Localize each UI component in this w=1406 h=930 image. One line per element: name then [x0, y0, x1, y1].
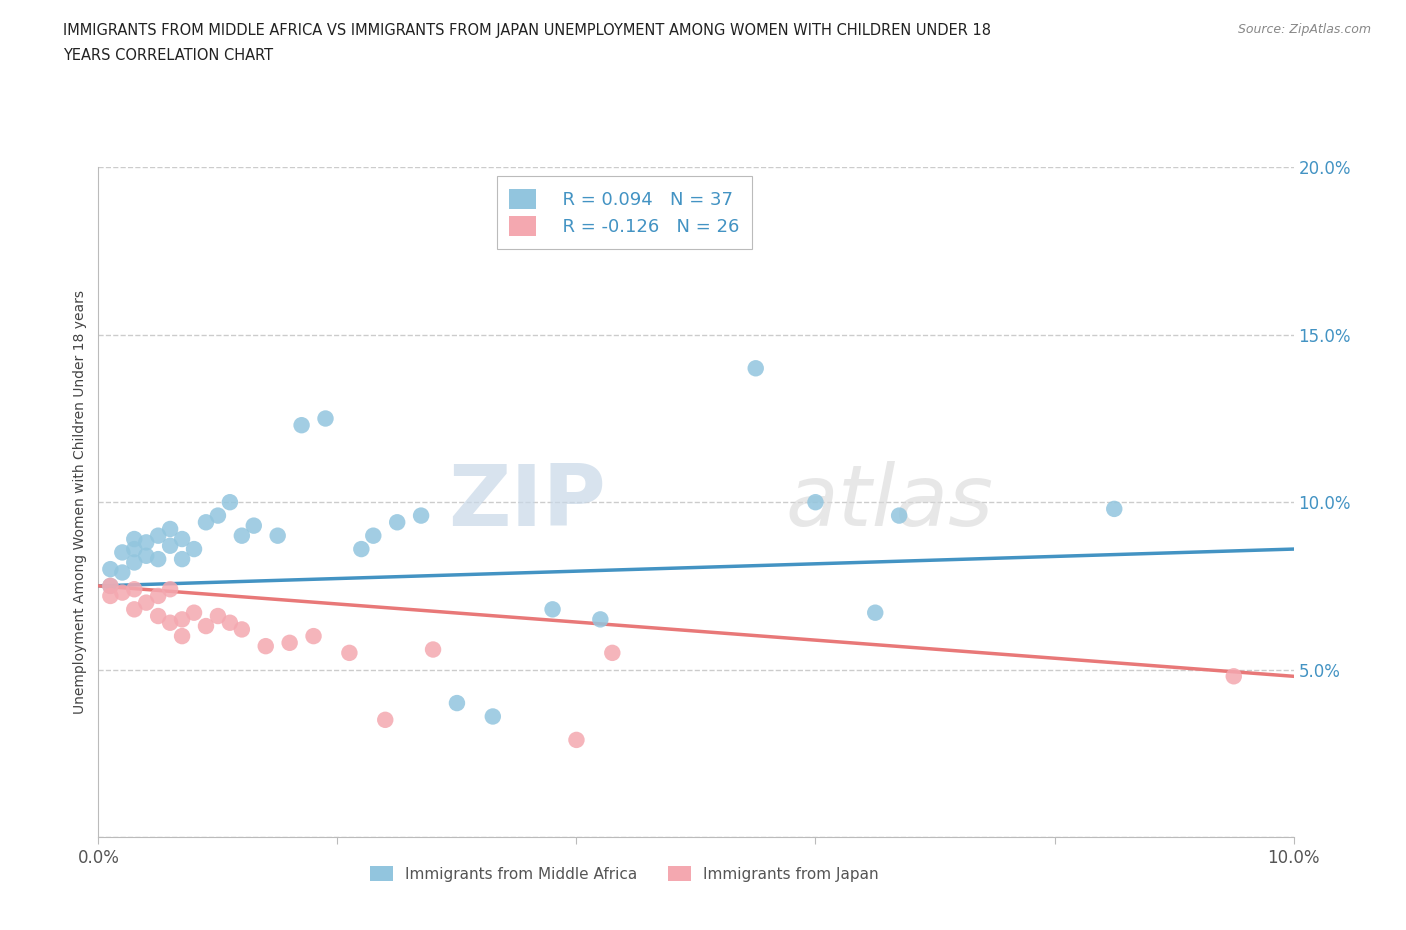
Point — [1104, 501, 1126, 516]
Point — [219, 616, 242, 631]
Point — [254, 639, 277, 654]
Text: IMMIGRANTS FROM MIDDLE AFRICA VS IMMIGRANTS FROM JAPAN UNEMPLOYMENT AMONG WOMEN : IMMIGRANTS FROM MIDDLE AFRICA VS IMMIGRA… — [63, 23, 991, 38]
Point — [385, 515, 409, 530]
Point — [172, 532, 194, 547]
Point — [159, 616, 181, 631]
Point — [124, 602, 146, 617]
Point — [207, 608, 229, 623]
Text: ZIP: ZIP — [449, 460, 606, 544]
Point — [302, 629, 325, 644]
Point — [111, 585, 134, 600]
Point — [135, 549, 157, 564]
Point — [135, 535, 157, 550]
Point — [111, 565, 134, 580]
Point — [422, 642, 444, 657]
Text: YEARS CORRELATION CHART: YEARS CORRELATION CHART — [63, 48, 273, 63]
Point — [350, 541, 373, 556]
Point — [183, 541, 205, 556]
Text: Source: ZipAtlas.com: Source: ZipAtlas.com — [1237, 23, 1371, 36]
Point — [98, 578, 122, 593]
Point — [124, 541, 146, 556]
Point — [243, 518, 266, 533]
Point — [374, 712, 396, 727]
Point — [565, 733, 588, 748]
Legend: Immigrants from Middle Africa, Immigrants from Japan: Immigrants from Middle Africa, Immigrant… — [363, 858, 886, 890]
Point — [111, 545, 134, 560]
Point — [148, 551, 170, 566]
Text: atlas: atlas — [786, 460, 994, 544]
Point — [172, 551, 194, 566]
Point — [159, 538, 181, 553]
Y-axis label: Unemployment Among Women with Children Under 18 years: Unemployment Among Women with Children U… — [73, 290, 87, 714]
Point — [363, 528, 385, 543]
Point — [865, 605, 887, 620]
Point — [148, 608, 170, 623]
Point — [411, 508, 433, 523]
Point — [278, 635, 301, 650]
Point — [183, 605, 205, 620]
Point — [159, 522, 181, 537]
Point — [339, 645, 360, 660]
Point — [589, 612, 612, 627]
Point — [889, 508, 911, 523]
Point — [159, 582, 181, 597]
Point — [98, 589, 122, 604]
Point — [231, 528, 253, 543]
Point — [124, 582, 146, 597]
Point — [124, 532, 146, 547]
Point — [98, 578, 122, 593]
Point — [481, 709, 505, 724]
Point — [135, 595, 157, 610]
Point — [172, 629, 194, 644]
Point — [194, 618, 218, 633]
Point — [315, 411, 337, 426]
Point — [194, 515, 218, 530]
Point — [600, 645, 623, 660]
Point — [446, 696, 468, 711]
Point — [124, 555, 146, 570]
Point — [231, 622, 253, 637]
Point — [98, 562, 122, 577]
Point — [804, 495, 827, 510]
Point — [207, 508, 229, 523]
Point — [148, 589, 170, 604]
Point — [267, 528, 290, 543]
Point — [219, 495, 242, 510]
Point — [290, 418, 312, 432]
Point — [745, 361, 768, 376]
Point — [1223, 669, 1246, 684]
Point — [148, 528, 170, 543]
Point — [172, 612, 194, 627]
Point — [541, 602, 564, 617]
